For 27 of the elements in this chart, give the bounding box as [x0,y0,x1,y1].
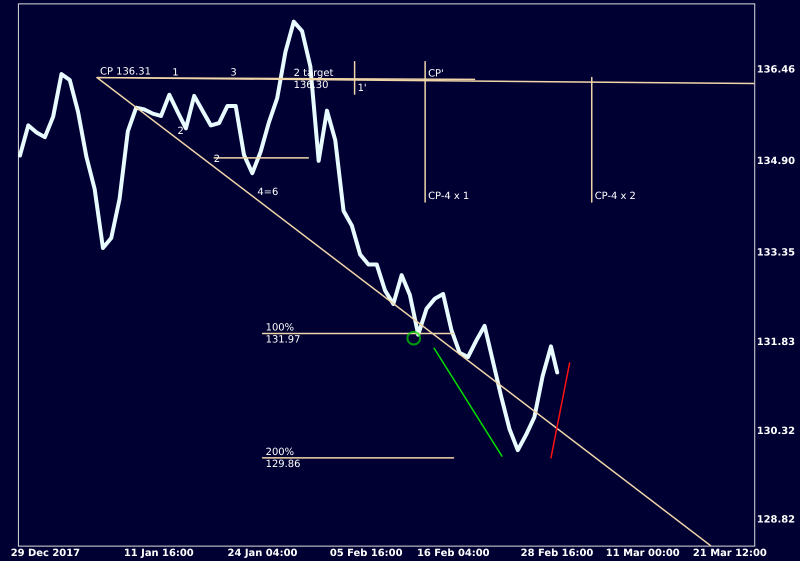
annotation: 2' [177,126,187,138]
annotation: 3 [230,67,237,78]
annotation: CP-4 x 2 [594,191,636,202]
annotation: 100% [266,322,294,334]
y-tick-label: 134.90 [756,156,796,168]
y-tick-label: 133.35 [756,248,796,259]
x-tick-label: 29 Dec 2017 [10,548,80,560]
x-tick-label: 05 Feb 16:00 [330,548,403,560]
annotation: CP-4 x 1 [428,191,470,202]
y-tick-label: 130.32 [756,426,796,438]
x-tick-label: 11 Mar 00:00 [606,548,680,560]
annotation: 131.97 [266,334,300,346]
annotation: 129.86 [266,458,300,470]
annotation: CP 136.31 [100,66,151,78]
x-tick-label: 21 Mar 12:00 [692,548,767,560]
y-tick-label: 131.83 [756,337,796,348]
x-tick-label: 16 Feb 04:00 [416,548,490,560]
annotation: 1 [172,67,179,78]
annotation: 1' [358,83,367,94]
x-tick-label: 28 Feb 16:00 [520,548,594,560]
x-tick-label: 11 Jan 16:00 [124,548,194,560]
y-tick-label: 128.82 [756,514,796,526]
y-tick-label: 136.46 [756,64,796,76]
x-tick-label: 24 Jan 04:00 [228,548,298,560]
annotation: 4=6 [257,186,278,198]
annotation: CP' [428,68,444,80]
annotation: 200% [266,446,294,458]
